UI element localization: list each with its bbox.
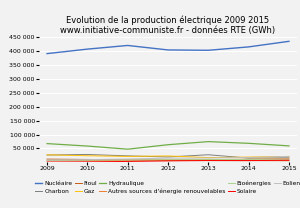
Solaire bbox=[45, 161, 49, 163]
Bioénergies bbox=[45, 159, 49, 162]
Fioul bbox=[166, 159, 170, 162]
Line: Nucléaire: Nucléaire bbox=[47, 41, 289, 54]
Bioénergies bbox=[126, 159, 130, 161]
Line: Solaire: Solaire bbox=[47, 160, 289, 162]
Fioul bbox=[45, 158, 49, 160]
Gaz bbox=[85, 155, 89, 157]
Autres sources d'énergie renouvelables bbox=[85, 159, 89, 162]
Line: Gaz: Gaz bbox=[47, 155, 289, 158]
Bioénergies bbox=[287, 158, 291, 161]
Solaire bbox=[206, 159, 210, 162]
Nucléaire bbox=[287, 40, 291, 43]
Autres sources d'énergie renouvelables bbox=[45, 160, 49, 162]
Solaire bbox=[287, 159, 291, 161]
Solaire bbox=[126, 160, 130, 163]
Solaire bbox=[166, 160, 170, 162]
Line: Eolien: Eolien bbox=[47, 156, 289, 160]
Eolien bbox=[287, 155, 291, 158]
Eolien bbox=[45, 159, 49, 161]
Charbon bbox=[166, 156, 170, 158]
Gaz bbox=[206, 156, 210, 159]
Eolien bbox=[206, 157, 210, 159]
Charbon bbox=[247, 157, 250, 159]
Hydraulique bbox=[45, 142, 49, 145]
Hydraulique bbox=[206, 140, 210, 143]
Fioul bbox=[247, 159, 250, 162]
Nucléaire bbox=[45, 52, 49, 55]
Gaz bbox=[126, 155, 130, 158]
Line: Fioul: Fioul bbox=[47, 159, 289, 161]
Eolien bbox=[85, 158, 89, 161]
Line: Hydraulique: Hydraulique bbox=[47, 142, 289, 149]
Bioénergies bbox=[247, 158, 250, 161]
Nucléaire bbox=[206, 49, 210, 52]
Bioénergies bbox=[85, 159, 89, 161]
Charbon bbox=[126, 155, 130, 157]
Charbon bbox=[85, 153, 89, 156]
Line: Charbon: Charbon bbox=[47, 155, 289, 158]
Gaz bbox=[45, 154, 49, 156]
Charbon bbox=[287, 157, 291, 159]
Autres sources d'énergie renouvelables bbox=[287, 157, 291, 160]
Gaz bbox=[166, 155, 170, 157]
Solaire bbox=[85, 161, 89, 163]
Hydraulique bbox=[85, 145, 89, 147]
Autres sources d'énergie renouvelables bbox=[126, 159, 130, 161]
Hydraulique bbox=[287, 145, 291, 147]
Gaz bbox=[247, 156, 250, 158]
Autres sources d'énergie renouvelables bbox=[247, 158, 250, 160]
Gaz bbox=[287, 155, 291, 158]
Fioul bbox=[206, 159, 210, 162]
Bioénergies bbox=[206, 158, 210, 161]
Charbon bbox=[206, 154, 210, 156]
Charbon bbox=[45, 154, 49, 156]
Eolien bbox=[247, 156, 250, 159]
Line: Autres sources d'énergie renouvelables: Autres sources d'énergie renouvelables bbox=[47, 159, 289, 161]
Hydraulique bbox=[247, 142, 250, 145]
Solaire bbox=[247, 159, 250, 162]
Nucléaire bbox=[126, 44, 130, 47]
Bioénergies bbox=[166, 158, 170, 161]
Hydraulique bbox=[166, 144, 170, 146]
Eolien bbox=[166, 157, 170, 159]
Nucléaire bbox=[85, 48, 89, 50]
Autres sources d'énergie renouvelables bbox=[166, 159, 170, 161]
Fioul bbox=[85, 158, 89, 161]
Autres sources d'énergie renouvelables bbox=[206, 158, 210, 161]
Line: Bioénergies: Bioénergies bbox=[47, 159, 289, 160]
Fioul bbox=[287, 160, 291, 162]
Nucléaire bbox=[166, 49, 170, 51]
Legend: Nucléaire, Charbon, Fioul, Gaz, Hydraulique, Autres sources d'énergie renouvelab: Nucléaire, Charbon, Fioul, Gaz, Hydrauli… bbox=[35, 180, 300, 194]
Title: Evolution de la production électrique 2009 2015
www.initiative-communiste.fr - d: Evolution de la production électrique 20… bbox=[60, 15, 276, 35]
Hydraulique bbox=[126, 148, 130, 150]
Fioul bbox=[126, 159, 130, 161]
Nucléaire bbox=[247, 46, 250, 48]
Eolien bbox=[126, 158, 130, 160]
